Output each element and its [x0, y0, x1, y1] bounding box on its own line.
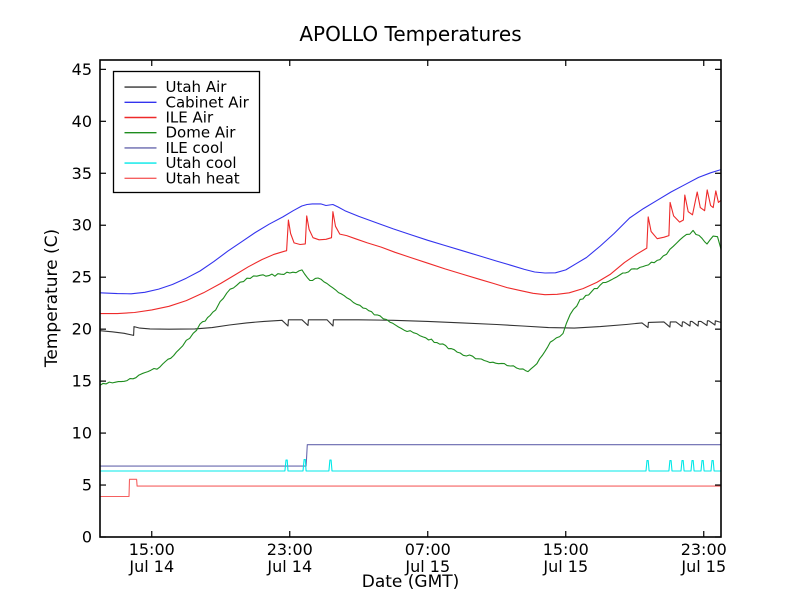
y-tick-label: 25 — [72, 268, 92, 287]
y-tick-label: 35 — [72, 164, 92, 183]
plot-frame — [99, 59, 722, 538]
legend-entry-ile-cool: ILE cool — [124, 139, 224, 157]
legend-entry-utah-cool: Utah cool — [124, 154, 237, 172]
legend-entry-cabinet-air: Cabinet Air — [124, 93, 250, 111]
y-tick-label: 5 — [82, 476, 92, 495]
legend-label-dome-air: Dome Air — [166, 124, 237, 142]
x-tick-label-time: 15:00 — [543, 540, 589, 559]
x-tick-label-date: Jul 15 — [404, 557, 450, 576]
series-line-utah-cool — [100, 459, 721, 472]
chart-title: APOLLO Temperatures — [299, 22, 522, 46]
x-tick-label-time: 23:00 — [267, 540, 313, 559]
series-line-utah-heat — [100, 478, 721, 498]
legend-label-ile-cool: ILE cool — [166, 139, 224, 157]
legend-label-ile-air: ILE Air — [166, 109, 214, 127]
x-tick-label-time: 23:00 — [681, 540, 727, 559]
x-tick-label-date: Jul 15 — [680, 557, 726, 576]
y-tick-label: 20 — [72, 320, 92, 339]
x-tick-label-time: 15:00 — [129, 540, 175, 559]
y-tick-label: 15 — [72, 372, 92, 391]
legend-entry-ile-air: ILE Air — [124, 109, 214, 127]
x-tick-label-date: Jul 14 — [266, 557, 312, 576]
legend-entry-utah-heat: Utah heat — [124, 169, 240, 187]
y-tick-label: 30 — [72, 216, 92, 235]
x-axis-label: Date (GMT) — [361, 572, 460, 592]
y-tick-label: 10 — [72, 424, 92, 443]
y-tick-label: 45 — [72, 60, 92, 79]
y-tick-label: 40 — [72, 112, 92, 131]
x-tick-label-date: Jul 15 — [542, 557, 588, 576]
series-line-ile-air — [100, 189, 721, 315]
series-line-utah-air — [100, 319, 721, 336]
legend-entry-utah-air: Utah Air — [124, 78, 228, 96]
legend-label-cabinet-air: Cabinet Air — [166, 93, 250, 111]
x-tick-label-date: Jul 14 — [128, 557, 174, 576]
y-tick-label: 0 — [82, 528, 92, 547]
series-line-dome-air — [100, 229, 721, 386]
legend-entry-dome-air: Dome Air — [124, 124, 237, 142]
legend-label-utah-air: Utah Air — [166, 78, 228, 96]
x-tick-label-time: 07:00 — [405, 540, 451, 559]
legend-label-utah-cool: Utah cool — [166, 154, 237, 172]
plot-series — [100, 169, 721, 498]
legend-label-utah-heat: Utah heat — [166, 169, 240, 187]
y-axis-label: Temperature (C) — [42, 228, 62, 368]
series-line-ile-cool — [100, 444, 721, 467]
series-line-cabinet-air — [100, 169, 721, 295]
